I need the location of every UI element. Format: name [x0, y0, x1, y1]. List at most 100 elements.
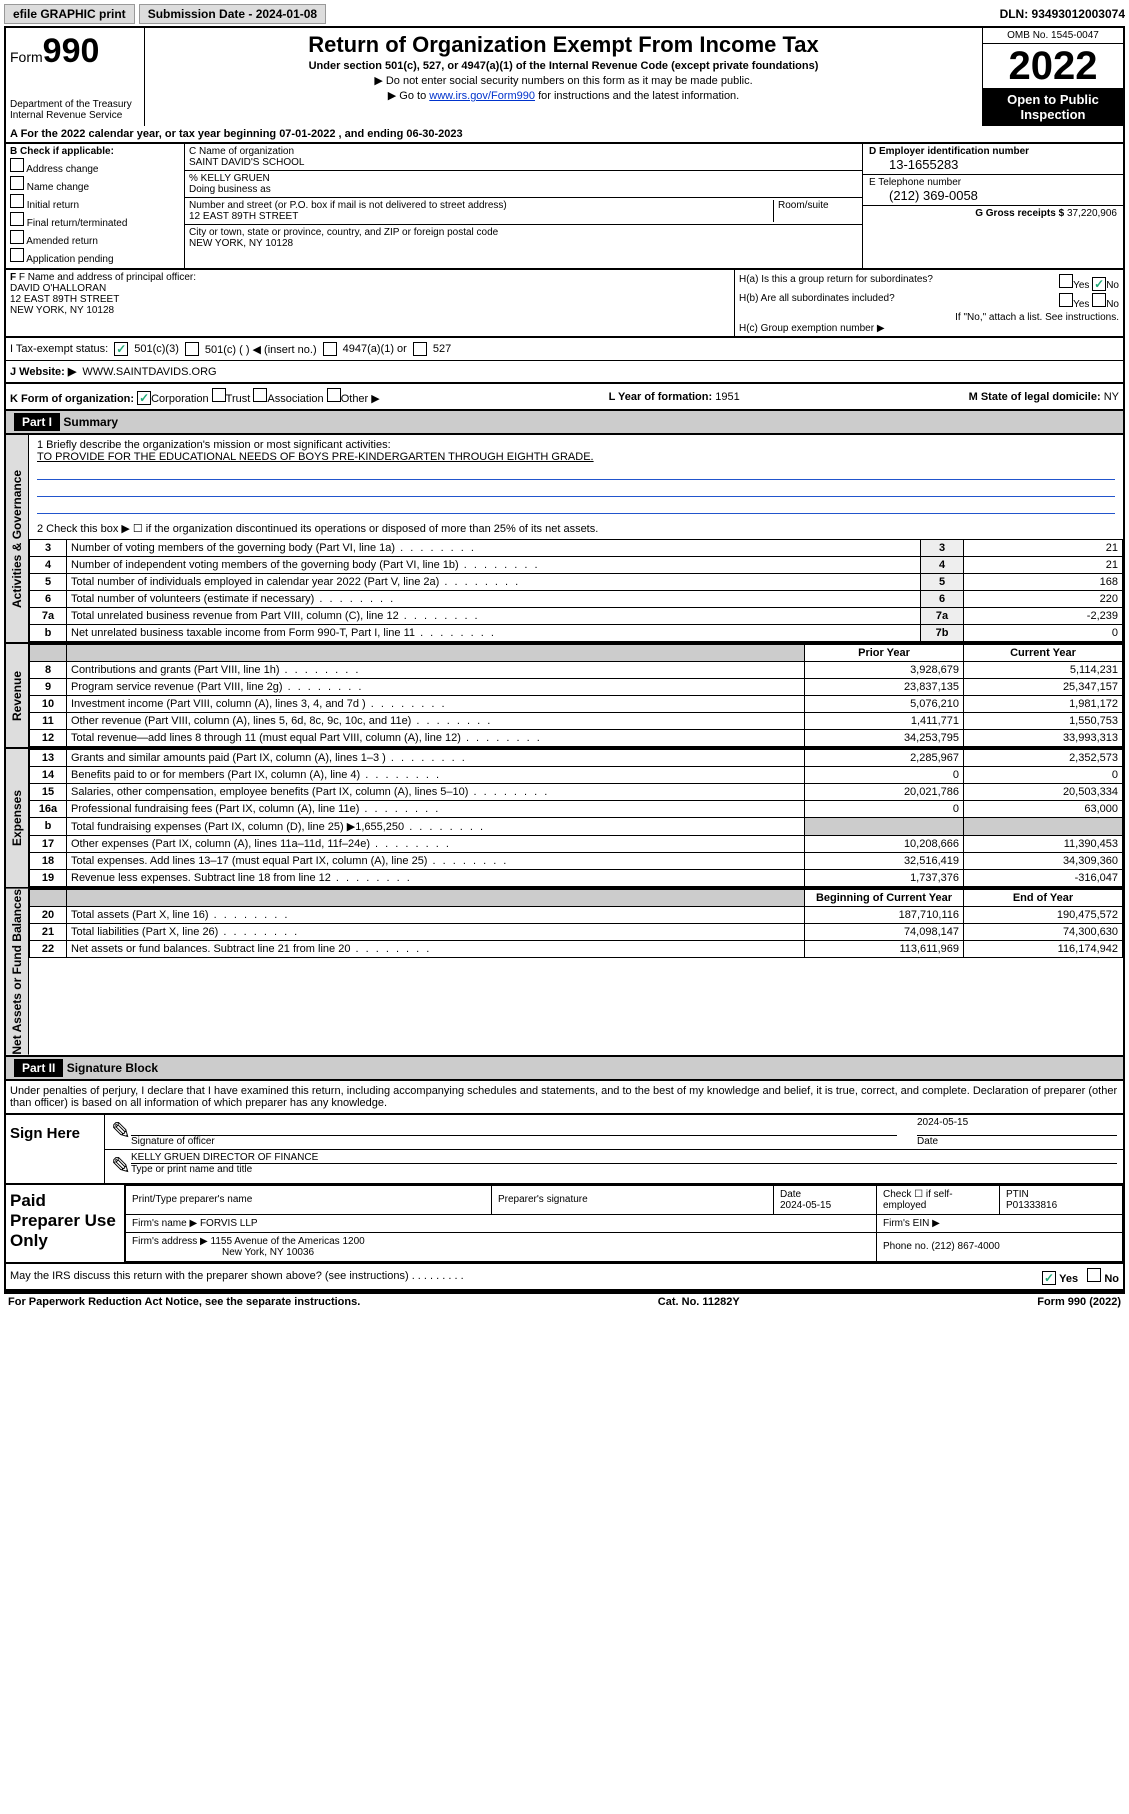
ha-no-box[interactable]: ✓ — [1092, 277, 1106, 291]
addr-label: Number and street (or P.O. box if mail i… — [189, 200, 773, 211]
row-i: I Tax-exempt status: ✓501(c)(3) 501(c) (… — [4, 338, 1125, 361]
addr: 12 EAST 89TH STREET — [189, 211, 773, 222]
table-row: 17Other expenses (Part IX, column (A), l… — [30, 836, 1123, 853]
firm-phone: (212) 867-4000 — [931, 1241, 999, 1252]
section-f: F F Name and address of principal office… — [6, 270, 735, 336]
ha-no: No — [1106, 280, 1119, 291]
signer-name: KELLY GRUEN DIRECTOR OF FINANCE — [131, 1152, 1117, 1164]
website-url: WWW.SAINTDAVIDS.ORG — [82, 366, 216, 378]
table-row: 9Program service revenue (Part VIII, lin… — [30, 679, 1123, 696]
sign-here-label: Sign Here — [6, 1115, 105, 1183]
room-label: Room/suite — [773, 200, 858, 222]
mission-block: 1 Briefly describe the organization's mi… — [29, 435, 1123, 539]
firm-label: Firm's name ▶ — [132, 1218, 197, 1229]
section-b-option[interactable]: Final return/terminated — [10, 212, 180, 229]
527-box[interactable] — [413, 342, 427, 356]
care-of: % KELLY GRUEN — [189, 173, 858, 184]
ptin-value: P01333816 — [1006, 1200, 1057, 1211]
officer-addr1: 12 EAST 89TH STREET — [10, 294, 730, 305]
footer-mid: Cat. No. 11282Y — [658, 1296, 740, 1308]
footer-right: Form 990 (2022) — [1037, 1296, 1121, 1308]
4947-box[interactable] — [323, 342, 337, 356]
part2-bar: Part II Signature Block — [4, 1057, 1125, 1081]
hb-yes-box[interactable] — [1059, 293, 1073, 307]
website-label: J Website: ▶ — [10, 365, 76, 378]
table-row: 6Total number of volunteers (estimate if… — [30, 591, 1123, 608]
table-header: Prior YearCurrent Year — [30, 645, 1123, 662]
table-row: 3Number of voting members of the governi… — [30, 540, 1123, 557]
gross-value: 37,220,906 — [1067, 208, 1117, 219]
hb-yes: Yes — [1073, 299, 1089, 310]
table-row: 4Number of independent voting members of… — [30, 557, 1123, 574]
section-b-option[interactable]: Amended return — [10, 230, 180, 247]
form-id: Form990 — [10, 32, 140, 71]
hb-no-box[interactable] — [1092, 293, 1106, 307]
mission-line — [37, 499, 1115, 514]
corp-label: Corporation — [151, 393, 208, 405]
firm-addr2: New York, NY 10036 — [132, 1247, 314, 1258]
section-b: B Check if applicable: Address change Na… — [6, 144, 185, 268]
section-b-option[interactable]: Application pending — [10, 248, 180, 265]
discuss-answer: ✓ Yes No — [1042, 1268, 1119, 1285]
table-row: 5Total number of individuals employed in… — [30, 574, 1123, 591]
city: NEW YORK, NY 10128 — [189, 238, 858, 249]
section-h: H(a) Is this a group return for subordin… — [735, 270, 1123, 336]
hint2-post: for instructions and the latest informat… — [535, 90, 739, 102]
section-b-option[interactable]: Name change — [10, 176, 180, 193]
row-j: J Website: ▶ WWW.SAINTDAVIDS.ORG — [4, 361, 1125, 384]
pen-icon: ✎ — [111, 1117, 131, 1147]
mission-text: TO PROVIDE FOR THE EDUCATIONAL NEEDS OF … — [37, 451, 1115, 463]
discuss-no-box[interactable] — [1087, 1268, 1101, 1282]
trust-box[interactable] — [212, 388, 226, 402]
row-k: K Form of organization: ✓Corporation Tru… — [4, 384, 1125, 411]
table-row: 11Other revenue (Part VIII, column (A), … — [30, 713, 1123, 730]
line2: 2 Check this box ▶ ☐ if the organization… — [37, 522, 1115, 535]
netassets-table: Beginning of Current YearEnd of Year20To… — [29, 889, 1123, 958]
table-row: 7aTotal unrelated business revenue from … — [30, 608, 1123, 625]
discuss-no: No — [1104, 1273, 1119, 1285]
part2-header: Part II — [14, 1059, 63, 1077]
netassets-section: Net Assets or Fund Balances Beginning of… — [4, 889, 1125, 1057]
irs-text: Internal Revenue Service — [10, 110, 140, 121]
org-name: SAINT DAVID'S SCHOOL — [189, 157, 858, 168]
efile-button[interactable]: efile GRAPHIC print — [4, 4, 135, 24]
mission-line — [37, 482, 1115, 497]
4947-label: 4947(a)(1) or — [343, 343, 407, 355]
form-title: Return of Organization Exempt From Incom… — [151, 32, 976, 58]
footer: For Paperwork Reduction Act Notice, see … — [4, 1291, 1125, 1310]
section-b-option[interactable]: Initial return — [10, 194, 180, 211]
prep-sig-label: Preparer's signature — [491, 1185, 773, 1214]
corp-box[interactable]: ✓ — [137, 391, 151, 405]
section-bcde: B Check if applicable: Address change Na… — [4, 144, 1125, 270]
trust-label: Trust — [226, 393, 251, 405]
hb-no: No — [1106, 299, 1119, 310]
527-label: 527 — [433, 343, 451, 355]
firm-addr: 1155 Avenue of the Americas 1200 — [211, 1236, 365, 1247]
irs-link[interactable]: www.irs.gov/Form990 — [429, 90, 535, 102]
sig-date-label: Date — [917, 1136, 1117, 1147]
hb-label: H(b) Are all subordinates included? — [739, 293, 895, 310]
table-row: 20Total assets (Part X, line 16)187,710,… — [30, 907, 1123, 924]
form-org-label: K Form of organization: — [10, 393, 134, 405]
dln-text: DLN: 93493012003074 — [1000, 7, 1125, 21]
sig-date: 2024-05-15 — [917, 1117, 1117, 1136]
assoc-box[interactable] — [253, 388, 267, 402]
ha-yes-box[interactable] — [1059, 274, 1073, 288]
city-label: City or town, state or province, country… — [189, 227, 858, 238]
section-b-option[interactable]: Address change — [10, 158, 180, 175]
501c3-box[interactable]: ✓ — [114, 342, 128, 356]
mission-label: 1 Briefly describe the organization's mi… — [37, 439, 1115, 451]
pen-icon: ✎ — [111, 1152, 131, 1181]
other-box[interactable] — [327, 388, 341, 402]
discuss-row: May the IRS discuss this return with the… — [4, 1264, 1125, 1291]
submission-date-button[interactable]: Submission Date - 2024-01-08 — [139, 4, 326, 24]
discuss-yes-box[interactable]: ✓ — [1042, 1271, 1056, 1285]
section-b-title: B Check if applicable: — [10, 146, 180, 157]
section-fh: F F Name and address of principal office… — [4, 270, 1125, 338]
revenue-tab: Revenue — [6, 644, 29, 747]
table-row: 18Total expenses. Add lines 13–17 (must … — [30, 853, 1123, 870]
table-row: 10Investment income (Part VIII, column (… — [30, 696, 1123, 713]
part1-header: Part I — [14, 413, 60, 431]
header-left: Form990 Department of the Treasury Inter… — [6, 28, 145, 126]
501c-box[interactable] — [185, 342, 199, 356]
